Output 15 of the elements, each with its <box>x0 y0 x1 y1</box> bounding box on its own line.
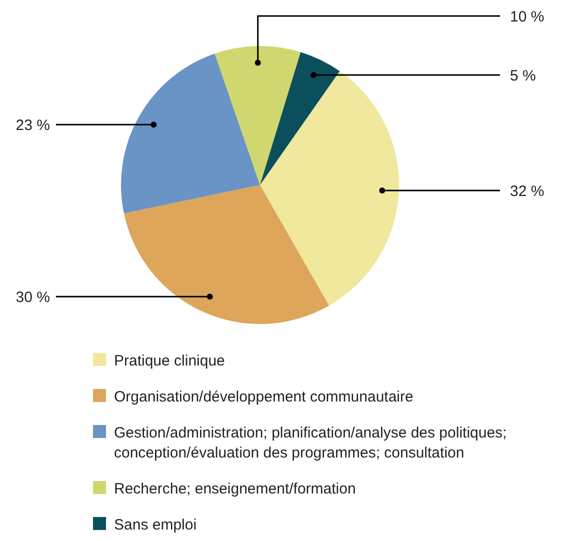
legend-label: Recherche; enseignement/formation <box>114 480 356 498</box>
legend-label: Pratique clinique <box>114 352 225 370</box>
legend-label: Gestion/administration; planification/analyse des politiques; conception/évaluation des programmes; consultation <box>114 424 507 462</box>
pie-slice <box>121 54 260 214</box>
legend-label: Sans emploi <box>114 516 197 534</box>
data-label: 23 % <box>16 116 50 134</box>
data-label: 10 % <box>510 8 544 26</box>
pie-slice <box>124 185 330 324</box>
data-label: 30 % <box>16 288 50 306</box>
legend-label: Organisation/développement communautaire <box>114 388 414 406</box>
pie-slice <box>260 52 340 185</box>
pie-slice <box>260 71 399 306</box>
data-label: 32 % <box>510 182 544 200</box>
data-label: 5 % <box>510 67 536 84</box>
pie-slice <box>214 46 301 185</box>
